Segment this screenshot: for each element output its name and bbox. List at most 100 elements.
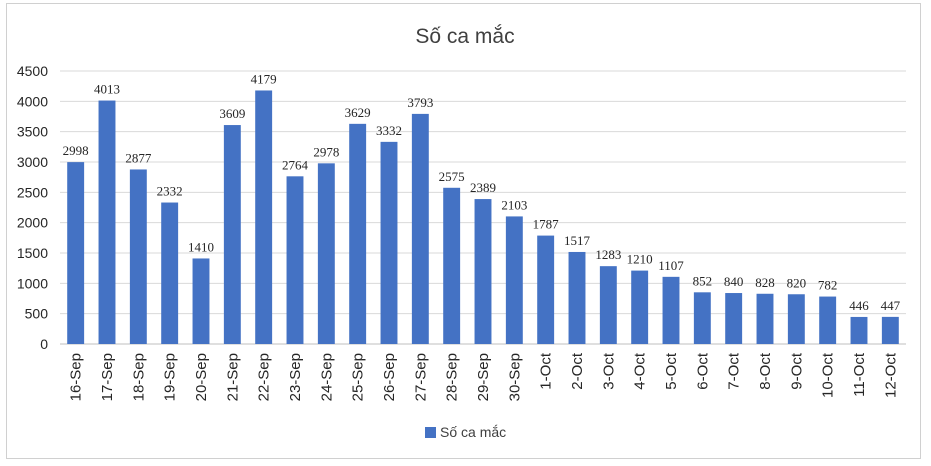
bar bbox=[192, 258, 210, 344]
data-label: 1410 bbox=[188, 239, 214, 254]
x-tick-label: 18-Sep bbox=[130, 353, 147, 401]
x-tick-label: 10-Oct bbox=[820, 352, 837, 398]
data-label: 820 bbox=[787, 275, 807, 290]
x-tick-label: 30-Sep bbox=[506, 353, 523, 401]
data-label: 852 bbox=[693, 273, 713, 288]
bar bbox=[850, 316, 868, 344]
y-tick-label: 3000 bbox=[17, 154, 48, 170]
bar bbox=[380, 141, 398, 344]
data-label: 1787 bbox=[533, 217, 560, 232]
x-tick-label: 2-Oct bbox=[569, 352, 586, 390]
bar bbox=[223, 125, 241, 344]
data-label: 2998 bbox=[63, 143, 89, 158]
bar bbox=[67, 162, 85, 344]
y-tick-label: 1000 bbox=[17, 275, 48, 291]
bar bbox=[881, 316, 899, 344]
bar bbox=[819, 296, 837, 344]
data-label: 3793 bbox=[407, 95, 433, 110]
x-tick-label: 1-Oct bbox=[538, 352, 555, 390]
bar bbox=[443, 187, 461, 344]
bar bbox=[474, 199, 492, 344]
x-tick-label: 11-Oct bbox=[851, 352, 868, 397]
legend: Số ca mắc bbox=[425, 424, 506, 440]
x-tick-label: 17-Sep bbox=[99, 353, 116, 401]
bar bbox=[756, 293, 774, 344]
data-label: 2877 bbox=[125, 150, 152, 165]
bar bbox=[725, 293, 743, 344]
bar bbox=[255, 90, 273, 344]
bar bbox=[693, 292, 711, 344]
y-tick-label: 4000 bbox=[17, 93, 48, 109]
bar bbox=[568, 251, 586, 344]
bar bbox=[411, 113, 429, 345]
data-label: 782 bbox=[818, 278, 838, 293]
bar bbox=[505, 216, 523, 344]
x-tick-label: 24-Sep bbox=[318, 353, 335, 401]
bar bbox=[599, 266, 617, 344]
data-label: 1107 bbox=[658, 258, 684, 273]
data-label: 840 bbox=[724, 274, 744, 289]
y-tick-label: 500 bbox=[25, 306, 49, 322]
bars: 2998 4013 2877 2332 1410 3609 4179 2764 2978 3629… bbox=[63, 71, 901, 345]
x-tick-label: 21-Sep bbox=[224, 353, 241, 401]
data-label: 2389 bbox=[470, 180, 496, 195]
x-tick-label: 7-Oct bbox=[726, 352, 743, 390]
y-axis: 0 500 1000 1500 2000 2500 3000 3500 4000 4500 bbox=[17, 63, 48, 352]
bar bbox=[317, 163, 335, 344]
data-label: 3609 bbox=[219, 106, 245, 121]
data-label: 2332 bbox=[157, 184, 183, 199]
data-label: 3332 bbox=[376, 123, 402, 138]
x-tick-label: 27-Sep bbox=[412, 353, 429, 401]
bar bbox=[662, 276, 680, 344]
data-label: 447 bbox=[881, 298, 901, 313]
bar bbox=[161, 202, 179, 344]
y-tick-label: 1500 bbox=[17, 245, 48, 261]
x-tick-label: 16-Sep bbox=[68, 353, 85, 401]
x-tick-label: 19-Sep bbox=[162, 353, 179, 401]
bar bbox=[631, 270, 649, 344]
data-label: 2978 bbox=[313, 144, 339, 159]
y-tick-label: 2000 bbox=[17, 215, 48, 231]
data-label: 4179 bbox=[251, 71, 277, 86]
bar bbox=[349, 123, 367, 344]
data-label: 3629 bbox=[345, 105, 371, 120]
data-label: 4013 bbox=[94, 82, 120, 97]
x-tick-label: 8-Oct bbox=[757, 352, 774, 390]
bar bbox=[537, 235, 555, 344]
data-label: 1283 bbox=[595, 247, 621, 262]
bar bbox=[787, 294, 805, 344]
bar bbox=[286, 176, 304, 344]
chart-title: Số ca mắc bbox=[415, 25, 514, 48]
x-tick-label: 25-Sep bbox=[350, 353, 367, 401]
y-tick-label: 3500 bbox=[17, 124, 48, 140]
bar bbox=[98, 100, 116, 344]
x-tick-label: 22-Sep bbox=[256, 353, 273, 401]
x-tick-label: 9-Oct bbox=[788, 352, 805, 390]
x-tick-label: 3-Oct bbox=[600, 352, 617, 390]
x-tick-label: 29-Sep bbox=[475, 353, 492, 401]
x-tick-label: 6-Oct bbox=[694, 352, 711, 390]
x-tick-label: 20-Sep bbox=[193, 353, 210, 401]
x-tick-label: 12-Oct bbox=[882, 352, 899, 398]
x-tick-label: 28-Sep bbox=[444, 353, 461, 401]
x-tick-label: 4-Oct bbox=[632, 352, 649, 390]
y-tick-label: 2500 bbox=[17, 184, 48, 200]
data-label: 2103 bbox=[501, 197, 527, 212]
legend-label: Số ca mắc bbox=[440, 424, 506, 440]
data-label: 828 bbox=[755, 275, 775, 290]
bar bbox=[129, 169, 147, 344]
data-label: 2575 bbox=[439, 169, 465, 184]
x-tick-label: 26-Sep bbox=[381, 353, 398, 401]
legend-swatch bbox=[425, 427, 436, 438]
data-label: 1517 bbox=[564, 233, 591, 248]
data-label: 2764 bbox=[282, 157, 309, 172]
data-label: 446 bbox=[849, 298, 869, 313]
x-tick-label: 23-Sep bbox=[287, 353, 304, 401]
chart-frame bbox=[6, 3, 921, 459]
y-tick-label: 4500 bbox=[17, 63, 48, 79]
x-tick-label: 5-Oct bbox=[663, 352, 680, 390]
data-label: 1210 bbox=[627, 252, 653, 267]
x-axis: 16-Sep 17-Sep 18-Sep 19-Sep 20-Sep 21-Sep 22-S… bbox=[68, 352, 900, 401]
y-tick-label: 0 bbox=[40, 336, 48, 352]
